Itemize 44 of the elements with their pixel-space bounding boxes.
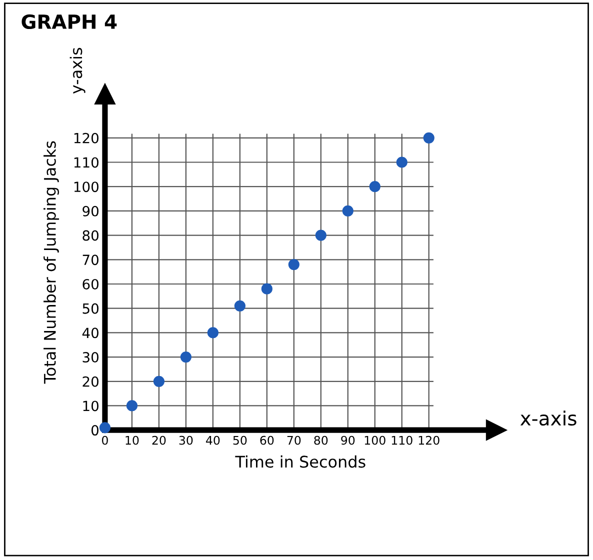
x-tick-label: 90 xyxy=(341,436,355,445)
text: y-axis xyxy=(70,48,86,94)
point xyxy=(315,230,326,241)
x-tick-label: 110 xyxy=(392,436,412,445)
point xyxy=(126,400,138,412)
x-tick-label: 10 xyxy=(126,436,139,445)
y-tick-label: 20 xyxy=(82,376,98,387)
point xyxy=(153,376,164,387)
y-tick-label: 30 xyxy=(82,352,98,363)
x-tick-label: 120 xyxy=(418,436,440,445)
point xyxy=(396,156,408,168)
y-tick-label: 10 xyxy=(83,400,98,412)
y-tick-label: 110 xyxy=(74,157,98,168)
y-tick-label: 50 xyxy=(82,303,98,314)
x-tick-label: 60 xyxy=(260,436,274,445)
x-tick-label: 80 xyxy=(314,436,328,445)
x-tick-label: 40 xyxy=(206,436,220,445)
x-axis-title: Time in Seconds xyxy=(235,455,366,468)
y-tick-label: 100 xyxy=(74,182,98,192)
x-tick-label: 100 xyxy=(364,436,386,445)
point xyxy=(99,422,111,434)
x-tick-label: 30 xyxy=(179,436,193,445)
x-tick-label: 0 xyxy=(102,436,108,445)
point xyxy=(207,327,218,338)
point xyxy=(234,300,246,312)
y-tick-label: 120 xyxy=(74,132,98,144)
point xyxy=(180,351,192,363)
y-tick-label: 40 xyxy=(82,328,98,338)
point xyxy=(261,283,272,294)
point xyxy=(288,258,300,270)
text: x-axis xyxy=(520,410,576,426)
y-tick-label: 90 xyxy=(82,206,98,216)
y-tick-label: 0 xyxy=(91,425,98,436)
point xyxy=(369,181,380,192)
x-tick-label: 70 xyxy=(287,436,301,445)
point xyxy=(423,132,434,144)
y-axis-title: Total Number of Jumping Jacks xyxy=(44,141,60,384)
y-tick-label: 80 xyxy=(82,230,98,241)
chart-title: GRAPH 4 xyxy=(22,14,117,30)
y-tick-label: 60 xyxy=(82,278,98,290)
point xyxy=(342,205,354,217)
x-tick-label: 50 xyxy=(233,436,247,445)
y-tick-label: 70 xyxy=(82,254,98,266)
x-tick-label: 20 xyxy=(152,436,166,445)
